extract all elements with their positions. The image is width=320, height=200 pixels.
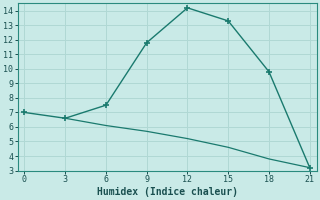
X-axis label: Humidex (Indice chaleur): Humidex (Indice chaleur) <box>97 186 237 197</box>
